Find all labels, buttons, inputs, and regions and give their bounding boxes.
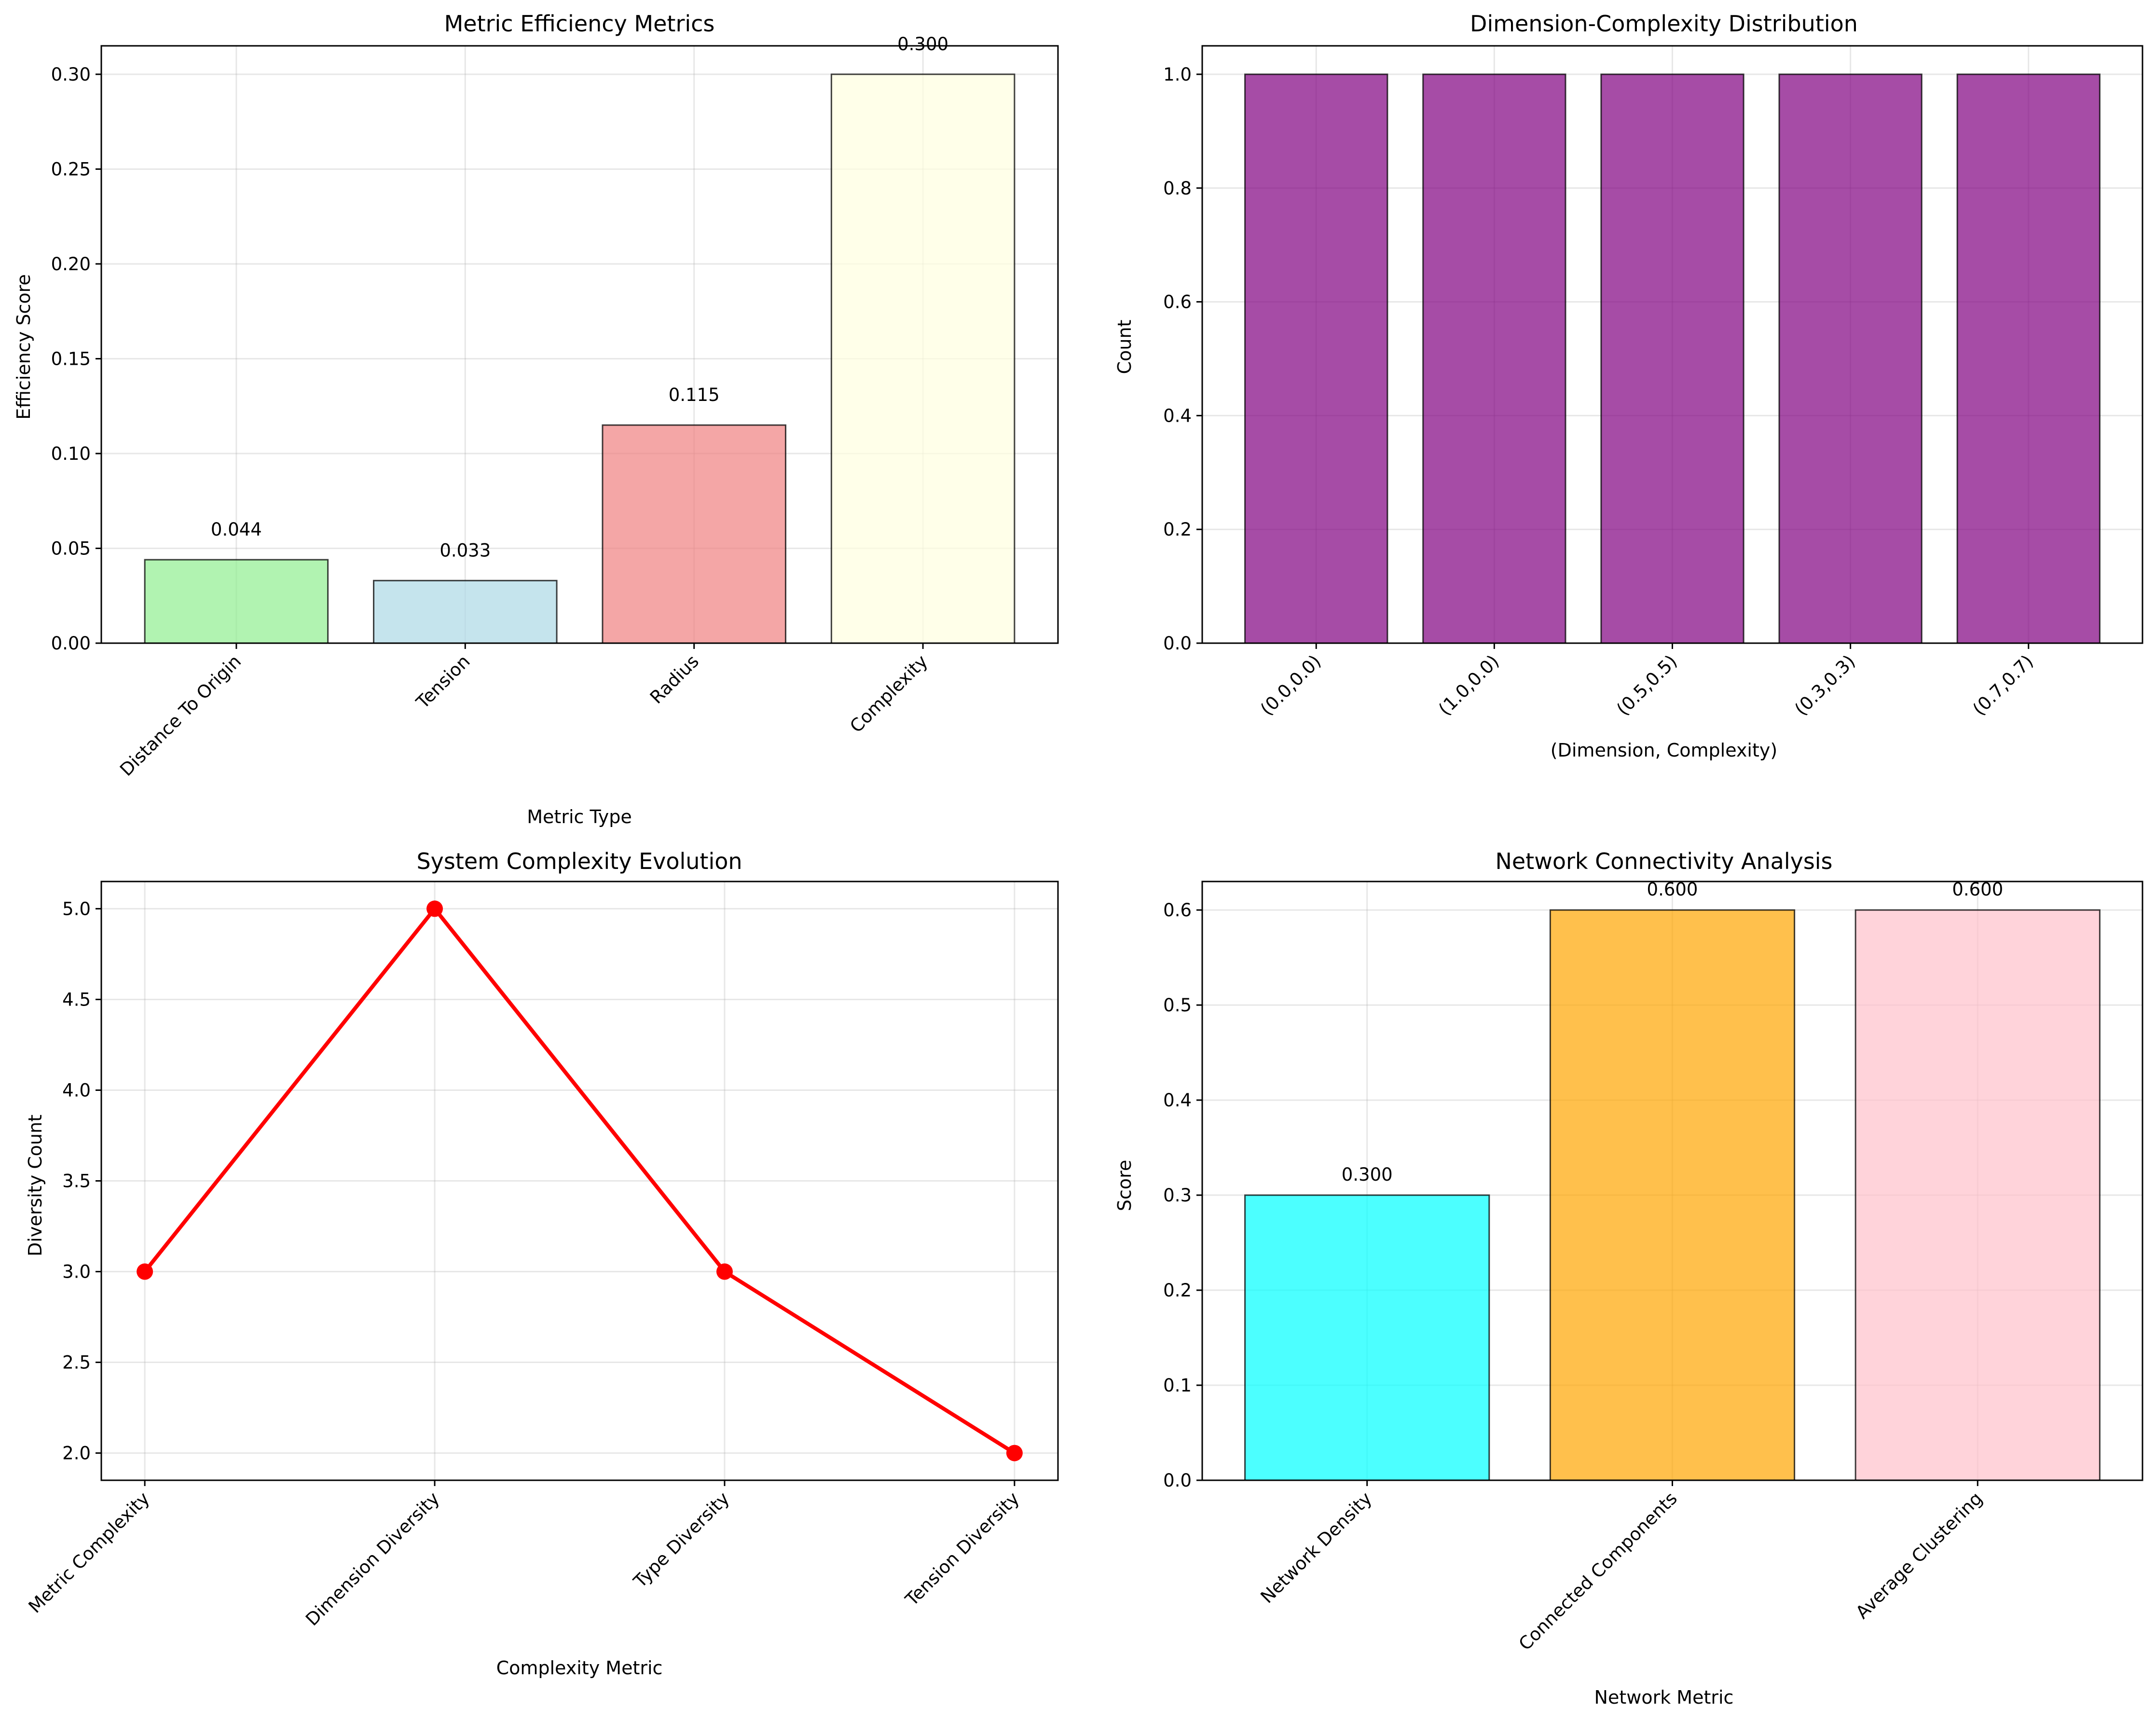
x-tick-label: Connected Components [1515, 1488, 1681, 1654]
y-tick-label: 4.0 [62, 1080, 91, 1101]
bar [1600, 73, 1744, 644]
x-tick-label: Type Diversity [629, 1488, 733, 1592]
y-tick-label: 0.4 [1163, 405, 1192, 426]
y-tick-label: 0.10 [51, 443, 91, 464]
bar [1244, 1194, 1490, 1481]
y-tick-label: 0.6 [1163, 292, 1192, 313]
y-tick-label: 2.5 [62, 1352, 91, 1373]
chart-title: System Complexity Evolution [416, 848, 742, 874]
data-point [716, 1263, 733, 1280]
bar [1244, 73, 1388, 644]
y-tick-label: 0.15 [51, 348, 91, 369]
bar [1956, 73, 2101, 644]
y-tick-label: 5.0 [62, 898, 91, 919]
y-tick-label: 0.8 [1163, 178, 1192, 199]
panel-evolution: System Complexity Evolution Complexity M… [25, 848, 1059, 1679]
x-axis-label: Metric Type [527, 806, 632, 827]
x-tick-label: Average Clustering [1852, 1488, 1986, 1623]
y-tick-label: 1.0 [1163, 64, 1192, 85]
y-tick-label: 0.4 [1163, 1090, 1192, 1111]
x-tick-label: (0.5,0.5) [1613, 651, 1681, 719]
panel-network: Network Connectivity Analysis Network Me… [1114, 848, 2143, 1708]
x-axis-label: Complexity Metric [496, 1657, 663, 1679]
bar [1549, 909, 1796, 1481]
x-axis-label: Network Metric [1594, 1687, 1734, 1708]
data-label: 0.600 [1952, 879, 2003, 900]
x-tick-label: Distance To Origin [116, 651, 245, 780]
grid [101, 882, 1058, 1480]
x-tick-label: Metric Complexity [25, 1488, 154, 1617]
y-tick-label: 0.3 [1163, 1185, 1192, 1206]
plot-frame [100, 45, 1059, 644]
x-tick-label: Radius [646, 651, 703, 708]
y-tick-label: 0.6 [1163, 900, 1192, 921]
y-tick-label: 2.0 [62, 1443, 91, 1464]
y-tick-label: 0.30 [51, 64, 91, 85]
data-point [137, 1263, 153, 1280]
y-tick-label: 0.05 [51, 538, 91, 559]
chart-title: Network Connectivity Analysis [1495, 848, 1832, 874]
data-label: 0.300 [1342, 1164, 1393, 1185]
x-tick-label: Network Density [1257, 1488, 1376, 1607]
data-label: 0.600 [1647, 879, 1698, 900]
y-tick-label: 3.0 [62, 1262, 91, 1282]
y-tick-label: 0.25 [51, 159, 91, 179]
x-tick-label: (0.7,0.7) [1969, 651, 2037, 719]
bar [602, 424, 786, 644]
y-axis-label: Diversity Count [25, 1115, 46, 1256]
y-axis-label: Count [1114, 320, 1135, 374]
y-tick-label: 0.1 [1163, 1375, 1192, 1396]
panel-efficiency: Metric Efficiency Metrics Metric Type Ef… [13, 11, 1059, 827]
y-tick-label: 0.2 [1163, 1280, 1192, 1301]
data-label: 0.115 [669, 385, 720, 405]
y-tick-label: 0.0 [1163, 1470, 1192, 1491]
series-line [143, 906, 1016, 1455]
y-tick-label: 0.00 [51, 633, 91, 654]
panel-distribution: Dimension-Complexity Distribution (Dimen… [1114, 11, 2143, 761]
x-tick-label: (0.0,0.0) [1256, 651, 1325, 719]
chart-title: Dimension-Complexity Distribution [1470, 11, 1858, 37]
x-tick-label: Dimension Diversity [302, 1488, 443, 1630]
y-tick-label: 0.2 [1163, 519, 1192, 540]
x-tick-label: (0.3,0.3) [1791, 651, 1859, 719]
x-tick-label: Complexity [846, 651, 932, 737]
y-tick-label: 4.5 [62, 989, 91, 1010]
bar [1854, 909, 2101, 1481]
data-label: 0.044 [211, 519, 262, 540]
y-tick-label: 0.5 [1163, 995, 1192, 1016]
bar [1778, 73, 1923, 644]
x-axis-label: (Dimension, Complexity) [1551, 740, 1777, 761]
data-point [426, 900, 443, 917]
y-tick-label: 3.5 [62, 1171, 91, 1192]
y-tick-label: 0.20 [51, 254, 91, 275]
bar [1422, 73, 1566, 644]
data-point [1006, 1445, 1023, 1461]
x-tick-label: Tension Diversity [901, 1488, 1024, 1611]
data-label: 0.033 [439, 540, 491, 561]
chart-title: Metric Efficiency Metrics [444, 11, 715, 37]
bar [144, 559, 329, 644]
data-label: 0.300 [897, 34, 948, 55]
x-tick-label: (1.0,0.0) [1434, 651, 1503, 719]
bar [373, 579, 558, 644]
y-axis-label: Score [1114, 1160, 1135, 1211]
y-axis-label: Efficiency Score [13, 274, 34, 420]
bar [830, 73, 1016, 644]
x-tick-label: Tension [412, 651, 474, 713]
y-tick-label: 0.0 [1163, 633, 1192, 654]
